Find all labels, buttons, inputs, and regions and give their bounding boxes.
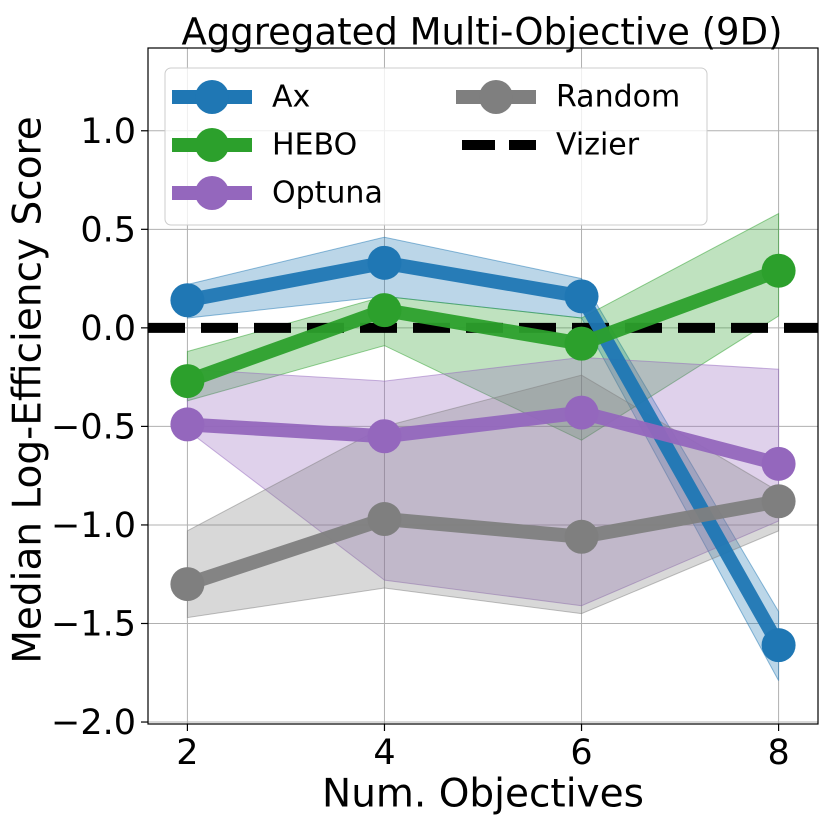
x-tick-label: 8 [767, 733, 789, 773]
y-tick-label: −1.5 [51, 604, 136, 644]
marker [761, 253, 796, 288]
legend-label: HEBO [272, 128, 357, 163]
x-axis-label: Num. Objectives [322, 772, 644, 817]
legend-marker [195, 176, 229, 210]
confidence-band [186, 374, 780, 619]
y-tick-label: −2.0 [51, 703, 136, 743]
legend-label: Vizier [556, 128, 640, 163]
marker [170, 407, 205, 442]
legend-label: Random [556, 80, 680, 115]
series-line [186, 255, 785, 649]
marker [761, 628, 796, 663]
plot-frame [147, 47, 819, 725]
legend: Ax HEBO Optuna Random Vizier [164, 67, 708, 226]
y-tick-label: 1.0 [80, 112, 136, 152]
marker [564, 326, 599, 361]
legend-label: Ax [272, 80, 310, 115]
legend-marker [195, 80, 229, 114]
marker [170, 283, 205, 318]
y-tick-label: −0.5 [51, 407, 136, 447]
marker [367, 419, 402, 454]
legend-marker [195, 128, 229, 162]
series-line [186, 405, 781, 471]
legend-marker [479, 80, 513, 114]
series-line [185, 494, 780, 591]
marker [170, 364, 205, 399]
x-tick-label: 2 [176, 733, 198, 773]
marker [367, 502, 402, 537]
y-tick-label: −1.0 [51, 506, 136, 546]
marker [564, 279, 599, 314]
series-line [185, 264, 782, 388]
marker [564, 519, 599, 554]
x-tick-label: 4 [373, 733, 395, 773]
marker [761, 446, 796, 481]
marker [761, 484, 796, 519]
x-tick-label: 6 [570, 733, 592, 773]
chart-title: Aggregated Multi-Objective (9D) [181, 11, 782, 54]
y-tick-label: 0.5 [80, 210, 136, 250]
legend-label: Optuna [272, 176, 383, 211]
confidence-band [186, 236, 780, 681]
marker [367, 293, 402, 328]
marker [564, 395, 599, 430]
y-axis-label: Median Log-Efficiency Score [6, 116, 51, 663]
marker [367, 245, 402, 280]
legend-box [164, 67, 708, 226]
marker [170, 567, 205, 602]
y-tick-label: 0.0 [80, 309, 136, 349]
